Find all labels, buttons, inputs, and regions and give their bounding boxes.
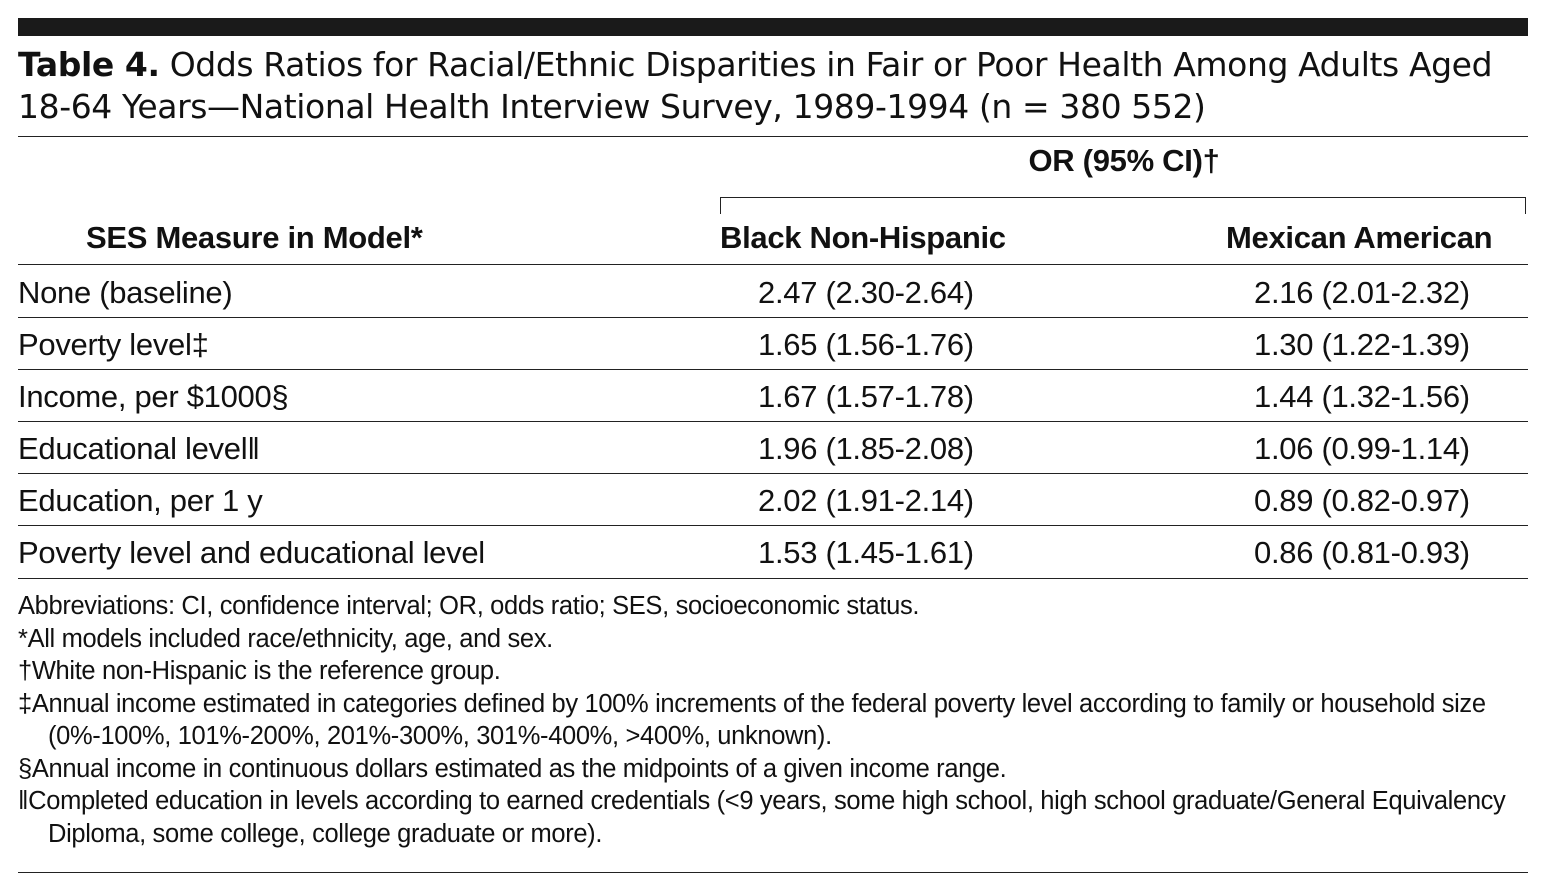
table-row: Poverty level‡ 1.65 (1.56-1.76) 1.30 (1.… xyxy=(18,318,1528,370)
footnote-models: *All models included race/ethnicity, age… xyxy=(18,624,553,653)
table-row: Education, per 1 y 2.02 (1.91-2.14) 0.89… xyxy=(18,474,1528,526)
bottom-rule xyxy=(18,872,1528,873)
ses-measure-cell: Income, per $1000§ xyxy=(18,379,289,414)
mexican-or-cell: 0.86 (0.81-0.93) xyxy=(1254,535,1470,570)
footnote-poverty-level: ‡Annual income estimated in categories d… xyxy=(18,689,1486,751)
table-caption: Table 4. Odds Ratios for Racial/Ethnic D… xyxy=(18,44,1533,128)
ses-measure-cell: Poverty level‡ xyxy=(18,327,209,362)
ses-measure-cell: None (baseline) xyxy=(18,275,233,310)
table-bottom-rule xyxy=(18,578,1528,579)
mexican-or-cell: 1.30 (1.22-1.39) xyxy=(1254,327,1470,362)
table-row: None (baseline) 2.47 (2.30-2.64) 2.16 (2… xyxy=(18,266,1528,318)
table-label: Table 4. xyxy=(18,45,160,84)
ses-column-header: SES Measure in Model* xyxy=(86,220,423,255)
mexican-or-cell: 1.44 (1.32-1.56) xyxy=(1254,379,1470,414)
row-divider xyxy=(18,525,1528,526)
header-bracket xyxy=(720,197,1526,214)
black-or-cell: 1.96 (1.85-2.08) xyxy=(758,431,974,466)
or-ci-header: OR (95% CI)† xyxy=(1028,143,1220,178)
footnote-reference-group: †White non-Hispanic is the reference gro… xyxy=(18,657,501,685)
mexican-or-cell: 1.06 (0.99-1.14) xyxy=(1254,431,1470,466)
footnote-education: ‖Completed education in levels according… xyxy=(18,787,1506,848)
row-divider xyxy=(18,369,1528,370)
row-divider xyxy=(18,421,1528,422)
mexican-or-cell: 0.89 (0.82-0.97) xyxy=(1254,483,1470,518)
table-row: Educational level‖ 1.96 (1.85-2.08) 1.06… xyxy=(18,422,1528,474)
header-rule xyxy=(18,264,1528,265)
black-or-cell: 2.47 (2.30-2.64) xyxy=(758,275,974,310)
table-row: Income, per $1000§ 1.67 (1.57-1.78) 1.44… xyxy=(18,370,1528,422)
ses-measure-cell: Poverty level and educational level xyxy=(18,535,485,570)
footnotes: Abbreviations: CI, confidence interval; … xyxy=(18,590,1533,850)
table-row: Poverty level and educational level 1.53… xyxy=(18,526,1528,578)
black-or-cell: 1.65 (1.56-1.76) xyxy=(758,327,974,362)
mexican-or-cell: 2.16 (2.01-2.32) xyxy=(1254,275,1470,310)
caption-rule xyxy=(18,136,1528,137)
black-or-cell: 1.53 (1.45-1.61) xyxy=(758,535,974,570)
table-title: Odds Ratios for Racial/Ethnic Disparitie… xyxy=(18,45,1493,126)
black-or-cell: 1.67 (1.57-1.78) xyxy=(758,379,974,414)
top-bar xyxy=(18,18,1528,36)
row-divider xyxy=(18,473,1528,474)
mexican-column-header: Mexican American xyxy=(1226,220,1493,255)
ses-measure-cell: Education, per 1 y xyxy=(18,483,263,518)
footnote-abbreviations: Abbreviations: CI, confidence interval; … xyxy=(18,592,920,620)
black-or-cell: 2.02 (1.91-2.14) xyxy=(758,483,974,518)
row-divider xyxy=(18,317,1528,318)
footnote-income: §Annual income in continuous dollars est… xyxy=(18,754,1007,783)
ses-measure-cell: Educational level‖ xyxy=(18,431,260,466)
black-column-header: Black Non-Hispanic xyxy=(720,220,1006,255)
